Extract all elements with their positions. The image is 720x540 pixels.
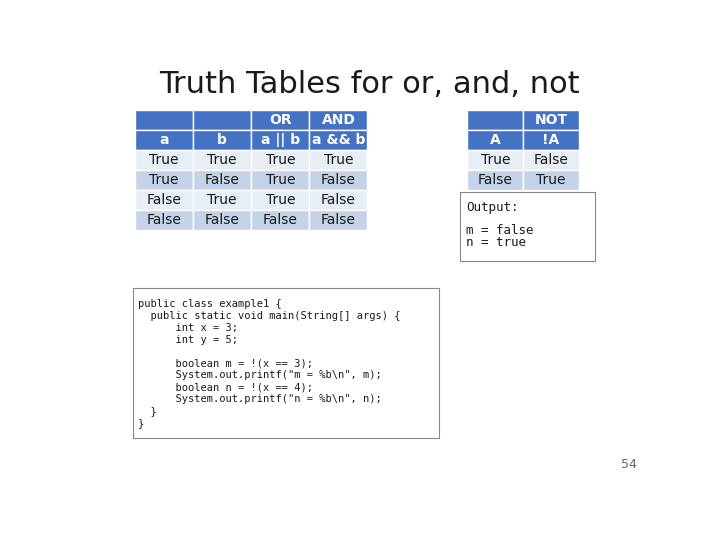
Text: public static void main(String[] args) {: public static void main(String[] args) { bbox=[138, 311, 400, 321]
Text: True: True bbox=[266, 173, 295, 187]
Text: n = true: n = true bbox=[466, 236, 526, 249]
Text: True: True bbox=[536, 173, 566, 187]
Text: boolean n = !(x == 4);: boolean n = !(x == 4); bbox=[138, 382, 313, 393]
Text: }: } bbox=[138, 406, 157, 416]
Bar bbox=[251, 211, 310, 231]
Text: False: False bbox=[321, 213, 356, 227]
Bar bbox=[193, 130, 251, 150]
Text: NOT: NOT bbox=[534, 113, 567, 127]
Text: False: False bbox=[204, 173, 240, 187]
Text: True: True bbox=[207, 193, 237, 207]
Text: System.out.printf("m = %b\n", m);: System.out.printf("m = %b\n", m); bbox=[138, 370, 382, 381]
Bar bbox=[310, 190, 367, 211]
Bar bbox=[310, 150, 367, 170]
Bar bbox=[310, 130, 367, 150]
Text: System.out.printf("n = %b\n", n);: System.out.printf("n = %b\n", n); bbox=[138, 394, 382, 404]
Bar bbox=[135, 190, 193, 211]
Bar bbox=[251, 150, 310, 170]
Text: !A: !A bbox=[542, 133, 559, 147]
Bar bbox=[310, 211, 367, 231]
Text: False: False bbox=[321, 173, 356, 187]
Text: Truth Tables for or, and, not: Truth Tables for or, and, not bbox=[158, 70, 580, 98]
Bar bbox=[523, 130, 579, 150]
Text: True: True bbox=[149, 173, 179, 187]
Text: A: A bbox=[490, 133, 500, 147]
Text: b: b bbox=[217, 133, 227, 147]
Text: boolean m = !(x == 3);: boolean m = !(x == 3); bbox=[138, 359, 313, 369]
Text: True: True bbox=[207, 153, 237, 167]
Text: 54: 54 bbox=[621, 458, 636, 471]
Text: a || b: a || b bbox=[261, 133, 300, 147]
Bar bbox=[310, 170, 367, 190]
Text: False: False bbox=[263, 213, 297, 227]
Bar bbox=[135, 150, 193, 170]
Bar bbox=[193, 211, 251, 231]
Text: True: True bbox=[480, 153, 510, 167]
Bar bbox=[193, 190, 251, 211]
Bar bbox=[310, 110, 367, 130]
Text: False: False bbox=[147, 213, 181, 227]
Bar bbox=[251, 190, 310, 211]
Text: Output:: Output: bbox=[466, 201, 518, 214]
Text: a: a bbox=[159, 133, 168, 147]
Text: }: } bbox=[138, 418, 144, 428]
Text: False: False bbox=[147, 193, 181, 207]
Bar bbox=[523, 110, 579, 130]
Bar bbox=[467, 110, 523, 130]
Text: a && b: a && b bbox=[312, 133, 365, 147]
Text: True: True bbox=[149, 153, 179, 167]
Bar bbox=[135, 110, 193, 130]
Bar bbox=[132, 288, 438, 438]
Bar bbox=[467, 130, 523, 150]
Text: False: False bbox=[534, 153, 569, 167]
Bar bbox=[135, 130, 193, 150]
Text: False: False bbox=[321, 193, 356, 207]
Bar bbox=[523, 170, 579, 190]
Bar bbox=[251, 110, 310, 130]
Text: False: False bbox=[478, 173, 513, 187]
Text: OR: OR bbox=[269, 113, 292, 127]
Bar bbox=[251, 130, 310, 150]
Bar bbox=[135, 170, 193, 190]
Bar bbox=[135, 211, 193, 231]
Bar bbox=[467, 150, 523, 170]
Text: m = false: m = false bbox=[466, 224, 534, 237]
Text: True: True bbox=[266, 193, 295, 207]
Text: AND: AND bbox=[321, 113, 356, 127]
Text: False: False bbox=[204, 213, 240, 227]
Bar bbox=[467, 170, 523, 190]
Text: int y = 5;: int y = 5; bbox=[138, 335, 238, 345]
Bar bbox=[251, 170, 310, 190]
Text: public class example1 {: public class example1 { bbox=[138, 299, 282, 309]
Text: True: True bbox=[323, 153, 353, 167]
Text: int x = 3;: int x = 3; bbox=[138, 323, 238, 333]
Bar bbox=[193, 150, 251, 170]
Bar bbox=[459, 192, 595, 261]
Bar bbox=[523, 150, 579, 170]
Text: True: True bbox=[266, 153, 295, 167]
Bar bbox=[193, 170, 251, 190]
Bar bbox=[193, 110, 251, 130]
